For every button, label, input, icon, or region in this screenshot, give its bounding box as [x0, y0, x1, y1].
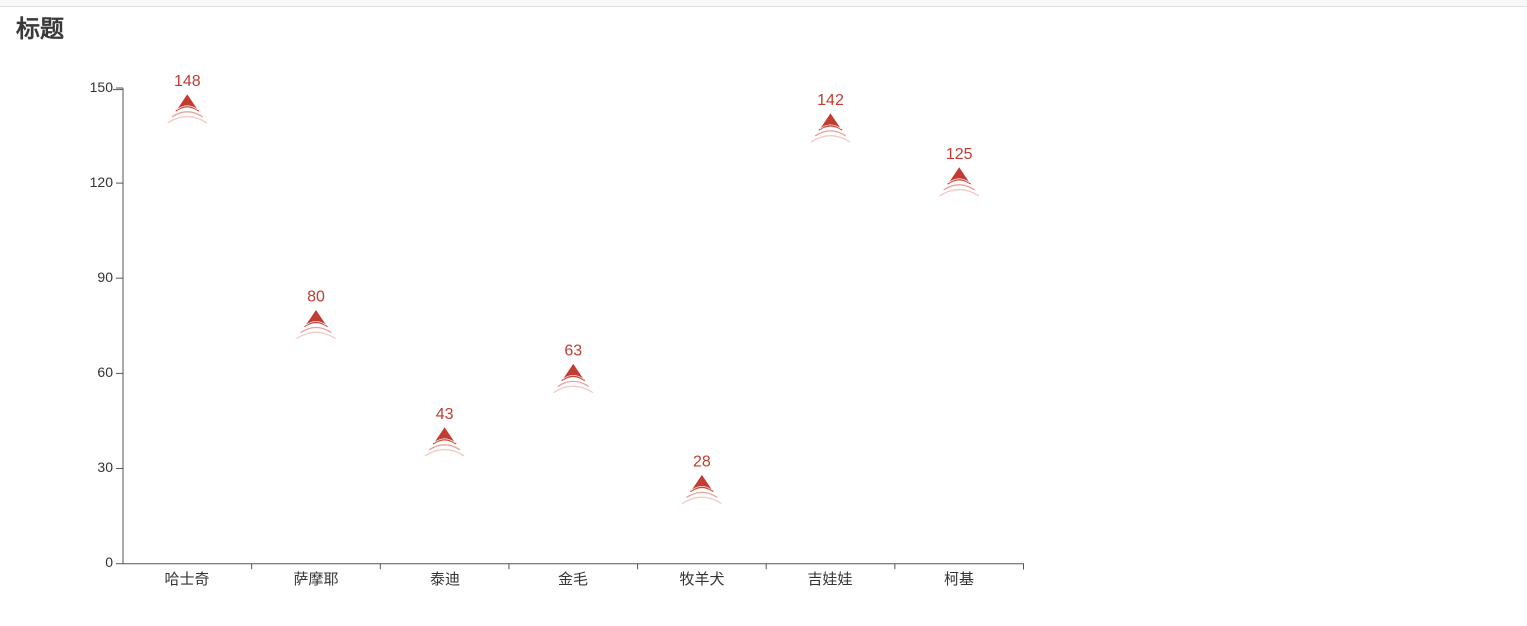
svg-text:30: 30 — [97, 459, 113, 475]
svg-text:63: 63 — [564, 342, 582, 359]
svg-text:0: 0 — [105, 554, 113, 570]
svg-text:萨摩耶: 萨摩耶 — [293, 570, 338, 588]
svg-text:142: 142 — [817, 92, 844, 109]
svg-text:60: 60 — [97, 364, 113, 380]
svg-text:泰迪: 泰迪 — [430, 571, 460, 588]
svg-text:柯基: 柯基 — [944, 571, 974, 588]
svg-text:金毛: 金毛 — [558, 571, 588, 588]
svg-text:吉娃娃: 吉娃娃 — [807, 571, 852, 588]
svg-text:150: 150 — [90, 79, 114, 95]
svg-text:90: 90 — [97, 269, 113, 285]
svg-text:80: 80 — [307, 289, 325, 306]
svg-text:牧羊犬: 牧羊犬 — [679, 571, 724, 588]
svg-text:哈士奇: 哈士奇 — [164, 571, 209, 588]
svg-text:28: 28 — [693, 453, 711, 470]
svg-text:125: 125 — [946, 146, 973, 163]
svg-text:120: 120 — [90, 174, 114, 190]
svg-text:148: 148 — [174, 73, 201, 90]
svg-text:43: 43 — [436, 406, 454, 423]
